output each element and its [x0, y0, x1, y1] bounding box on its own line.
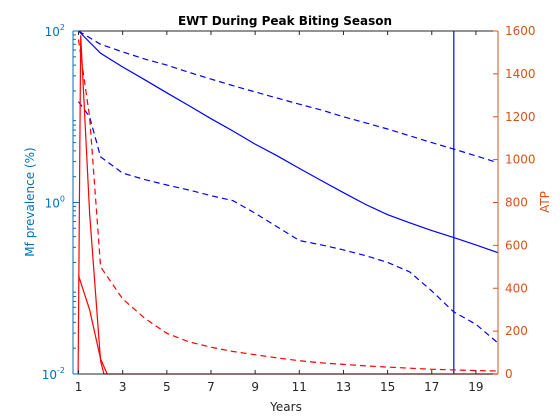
chart-title: EWT During Peak Biting Season: [178, 14, 392, 28]
y-tick-label-right: 600: [505, 238, 528, 252]
x-tick-label: 9: [251, 380, 259, 394]
x-tick-label: 19: [468, 380, 483, 394]
y-tick-label-left: 102: [45, 23, 65, 39]
x-tick-label: 11: [292, 380, 307, 394]
y-tick-label-right: 1600: [505, 24, 536, 38]
y-tick-label-right: 200: [505, 324, 528, 338]
y-tick-label-left: 10-2: [42, 366, 65, 382]
y-axis-label-left: Mf prevalence (%): [23, 147, 37, 256]
x-tick-label: 13: [336, 380, 351, 394]
x-tick-label: 3: [119, 380, 127, 394]
y-tick-label-right: 1000: [505, 153, 536, 167]
x-tick-label: 1: [75, 380, 83, 394]
series-line-3: [78, 101, 499, 344]
series-line-2: [78, 30, 499, 164]
x-tick-label: 5: [163, 380, 171, 394]
series-line-1: [78, 30, 499, 254]
y-tick-label-right: 800: [505, 196, 528, 210]
series-line-5: [77, 35, 498, 375]
x-axis-label: Years: [269, 400, 302, 414]
y-tick-label-left: 100: [45, 195, 65, 211]
x-tick-label: 17: [424, 380, 439, 394]
x-tick-label: 7: [207, 380, 215, 394]
y-axis-label-right: ATP: [538, 191, 552, 213]
y-tick-label-right: 0: [505, 367, 513, 381]
plot-lines: [77, 30, 499, 375]
series-line-7: [77, 39, 499, 372]
y-tick-label-right: 400: [505, 281, 528, 295]
x-tick-label: 15: [380, 380, 395, 394]
series-line-6: [77, 275, 108, 375]
y-tick-label-right: 1400: [505, 67, 536, 81]
y-tick-label-right: 1200: [505, 110, 536, 124]
